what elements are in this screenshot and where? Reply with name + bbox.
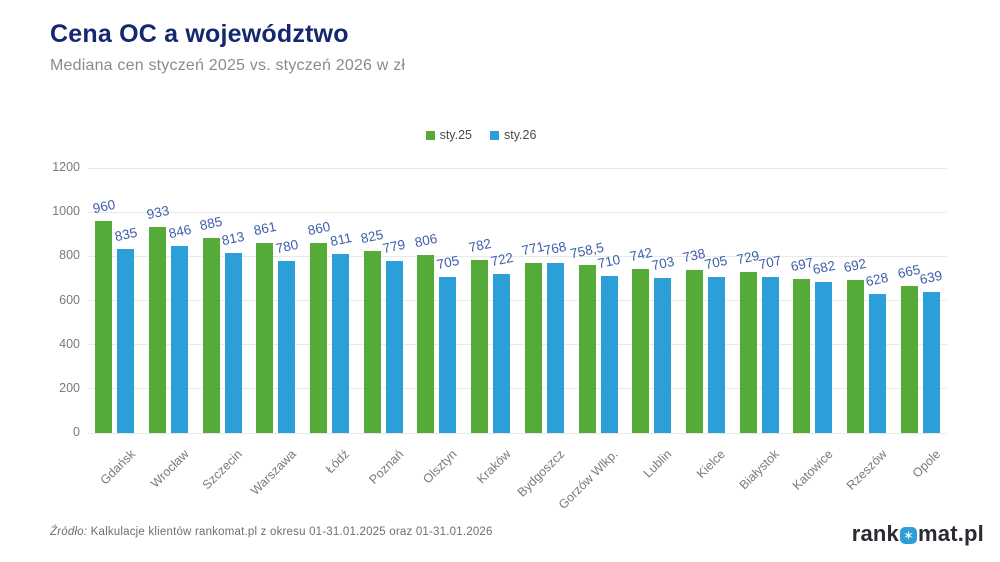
x-axis-label-Poznań: Poznań [366, 447, 407, 487]
aperture-star-icon: ✶ [900, 526, 917, 544]
bar-sty.26-Katowice [815, 282, 833, 433]
chart-legend: sty.25 sty.26 [0, 128, 962, 142]
x-axis-label-Gdańsk: Gdańsk [97, 447, 138, 488]
y-axis-tick-800: 800 [59, 248, 80, 263]
bar-sty.26-Kraków [493, 273, 511, 433]
bar-sty.26-Wrocław [171, 246, 189, 433]
bar-sty.25-Olsztyn [417, 255, 435, 433]
x-axis-label-Lublin: Lublin [641, 447, 675, 481]
gridline-600 [88, 300, 947, 301]
bar-sty.26-Poznań [385, 260, 403, 433]
bar-sty.25-Białystok [739, 272, 757, 433]
y-axis-tick-0: 0 [73, 425, 80, 439]
x-axis-label-Opole: Opole [909, 447, 944, 481]
x-axis-label-Kraków: Kraków [474, 447, 514, 487]
source-note: Źródło: Kalkulacje klientów rankomat.pl … [50, 526, 493, 538]
gridline-0 [88, 432, 947, 434]
bar-sty.26-Gorzów Wlkp. [600, 276, 618, 433]
bar-sty.26-Łódź [332, 253, 350, 433]
bar-sty.25-Szczecin [202, 237, 220, 433]
y-axis-tick-600: 600 [59, 292, 80, 307]
y-axis-tick-200: 200 [59, 380, 80, 395]
bar-sty.25-Gorzów Wlkp. [578, 265, 596, 433]
legend-item-sty26: sty.26 [490, 128, 536, 142]
x-axis-label-Łódź: Łódź [323, 447, 353, 477]
gridline-800 [88, 255, 947, 257]
y-axis-tick-400: 400 [59, 336, 80, 351]
logo-text-prefix: rank [851, 521, 899, 546]
bar-sty.25-Gdańsk [95, 221, 113, 433]
page-subtitle: Mediana cen styczeń 2025 vs. styczeń 202… [50, 57, 406, 74]
bar-sty.25-Wrocław [149, 226, 167, 433]
bar-sty.26-Opole [922, 291, 940, 433]
bar-sty.26-Warszawa [278, 260, 296, 433]
bar-sty.26-Bydgoszcz [546, 263, 564, 433]
bar-sty.26-Lublin [654, 277, 672, 433]
gridline-400 [88, 344, 947, 346]
x-axis-label-Bydgoszcz: Bydgoszcz [514, 447, 568, 500]
bar-sty.26-Gdańsk [117, 248, 135, 433]
bar-sty.25-Warszawa [256, 242, 274, 433]
bar-sty.25-Bydgoszcz [524, 262, 542, 433]
y-axis-tick-1000: 1000 [52, 204, 80, 219]
bar-sty.25-Lublin [632, 269, 650, 433]
x-axis-label-Szczecin: Szczecin [199, 447, 246, 493]
bar-sty.25-Katowice [793, 279, 811, 433]
bar-sty.26-Rzeszów [868, 294, 886, 433]
bar-sty.25-Rzeszów [846, 280, 864, 433]
gridline-1000 [88, 211, 947, 213]
legend-label-sty25: sty.25 [439, 128, 472, 142]
bar-sty.25-Opole [900, 286, 918, 433]
bar-sty.26-Szczecin [224, 253, 242, 433]
page-title: Cena OC a województwo [50, 20, 349, 48]
x-axis-label-Warszawa: Warszawa [247, 447, 299, 498]
legend-swatch-green [425, 130, 435, 140]
bar-sty.26-Białystok [761, 276, 779, 433]
legend-label-sty26: sty.26 [504, 128, 537, 142]
bar-sty.25-Poznań [363, 250, 381, 433]
source-text: Kalkulacje klientów rankomat.pl z okresu… [87, 526, 493, 538]
logo-text-suffix: mat.pl [918, 521, 984, 546]
legend-item-sty25: sty.25 [425, 128, 472, 142]
x-axis-label-Olsztyn: Olsztyn [420, 447, 460, 487]
x-axis-label-Kielce: Kielce [694, 447, 729, 481]
bar-sty.25-Kraków [471, 260, 489, 433]
legend-swatch-blue [490, 130, 499, 140]
y-axis-tick-1200: 1200 [52, 160, 80, 174]
bar-sty.25-Kielce [685, 270, 703, 433]
gridline-1200 [88, 167, 947, 169]
rankomat-logo: rank ✶ mat.pl [852, 521, 984, 547]
x-axis-label-Katowice: Katowice [789, 447, 836, 493]
bar-sty.26-Kielce [707, 277, 725, 433]
gridline-200 [88, 388, 947, 390]
x-axis-label-Rzeszów: Rzeszów [843, 447, 890, 493]
bar-sty.26-Olsztyn [439, 277, 457, 433]
x-axis-label-Wrocław: Wrocław [147, 447, 192, 491]
bar-sty.25-Łódź [310, 243, 328, 433]
x-axis-label-Białystok: Białystok [736, 447, 782, 493]
source-prefix: Źródło: [50, 526, 88, 538]
